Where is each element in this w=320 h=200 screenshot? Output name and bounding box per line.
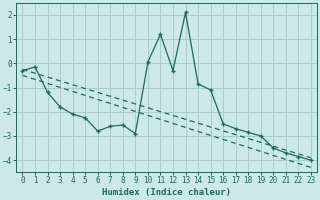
X-axis label: Humidex (Indice chaleur): Humidex (Indice chaleur) [102, 188, 231, 197]
